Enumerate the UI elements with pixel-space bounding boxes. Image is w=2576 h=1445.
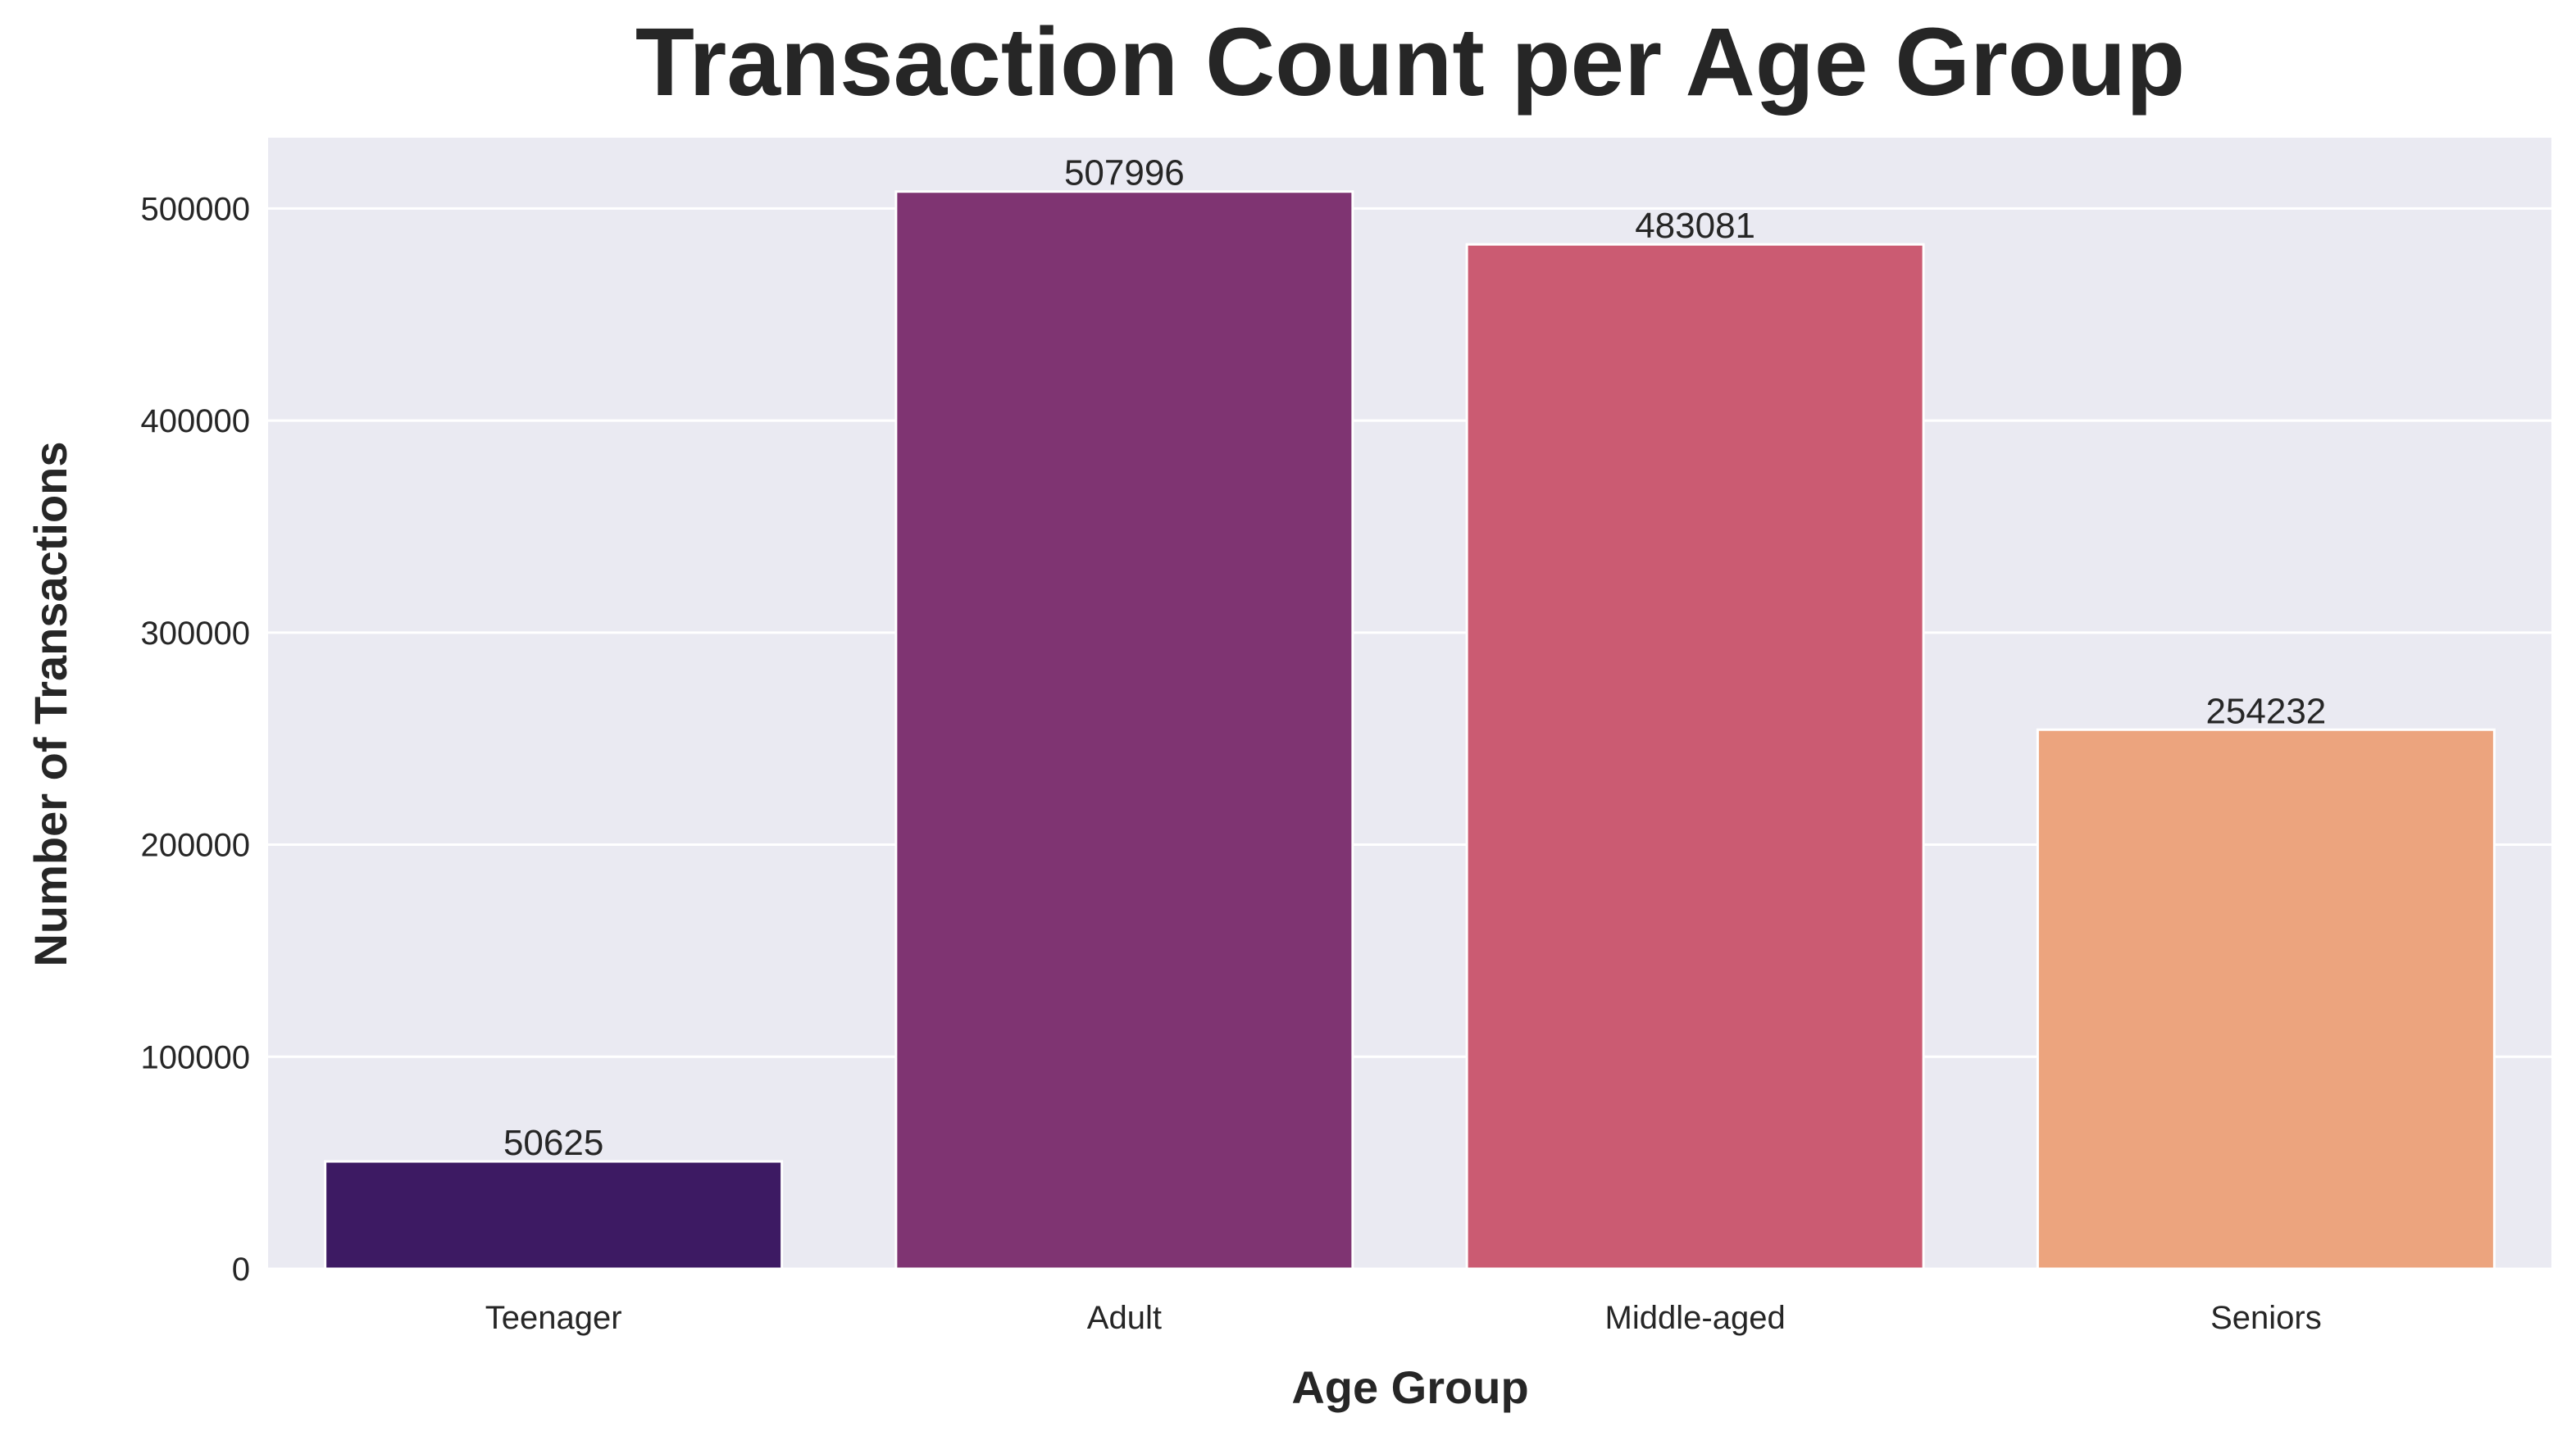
bar <box>2036 728 2496 1270</box>
x-tick-label: Teenager <box>485 1300 622 1336</box>
y-tick-labels: 0 100000 200000 300000 400000 500000 <box>141 191 250 1288</box>
x-axis-label: Age Group <box>1291 1361 1529 1413</box>
y-tick-label: 300000 <box>141 616 250 652</box>
bars <box>324 190 2496 1270</box>
y-tick-label: 100000 <box>141 1039 250 1075</box>
bar-value-label: 507996 <box>1064 153 1185 193</box>
y-tick-label: 200000 <box>141 828 250 864</box>
bar <box>1465 243 1925 1270</box>
y-tick-label: 400000 <box>141 403 250 439</box>
bar-value-label: 50625 <box>503 1123 603 1163</box>
bar <box>894 190 1354 1270</box>
y-tick-label: 500000 <box>141 191 250 227</box>
bar-value-labels: 50625 507996 483081 254232 <box>503 153 2326 1163</box>
bar-value-label: 254232 <box>2205 691 2326 731</box>
bar-value-label: 483081 <box>1635 206 1755 246</box>
y-axis-label: Number of Transactions <box>25 441 76 967</box>
x-tick-label: Middle-aged <box>1605 1300 1786 1336</box>
bar <box>324 1160 784 1270</box>
x-tick-label: Adult <box>1087 1300 1162 1336</box>
x-tick-label: Seniors <box>2210 1300 2322 1336</box>
x-tick-labels: Teenager Adult Middle-aged Seniors <box>485 1300 2322 1336</box>
y-tick-label: 0 <box>232 1252 250 1288</box>
chart-title: Transaction Count per Age Group <box>635 8 2186 116</box>
